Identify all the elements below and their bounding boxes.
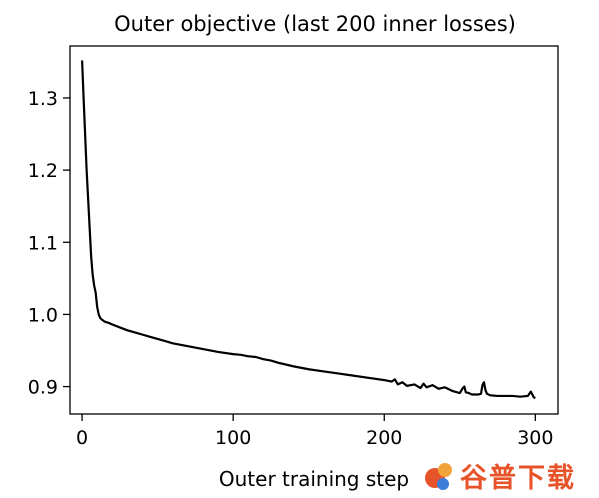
- y-tick-label: 1.1: [28, 232, 58, 254]
- x-tick-label: 300: [517, 427, 553, 449]
- x-tick-label: 0: [76, 427, 88, 449]
- y-axis: 0.9 1.0 1.1 1.2 1.3: [28, 88, 70, 399]
- watermark-text: 谷普下载: [460, 462, 576, 494]
- plot-frame: [69, 45, 559, 415]
- y-tick-label: 0.9: [28, 377, 58, 399]
- series-line: [80, 60, 536, 400]
- x-tick-label: 200: [366, 427, 402, 449]
- y-tick-label: 1.2: [28, 160, 58, 182]
- watermark-logo-icon: [425, 463, 452, 490]
- x-axis-label: Outer training step: [219, 467, 409, 491]
- y-tick-label: 1.0: [28, 304, 58, 326]
- x-axis: 0 100 200 300: [76, 414, 553, 449]
- y-tick-label: 1.3: [28, 88, 58, 110]
- chart-title: Outer objective (last 200 inner losses): [114, 12, 516, 36]
- x-tick-label: 100: [215, 427, 251, 449]
- watermark: 谷普下载: [425, 462, 576, 494]
